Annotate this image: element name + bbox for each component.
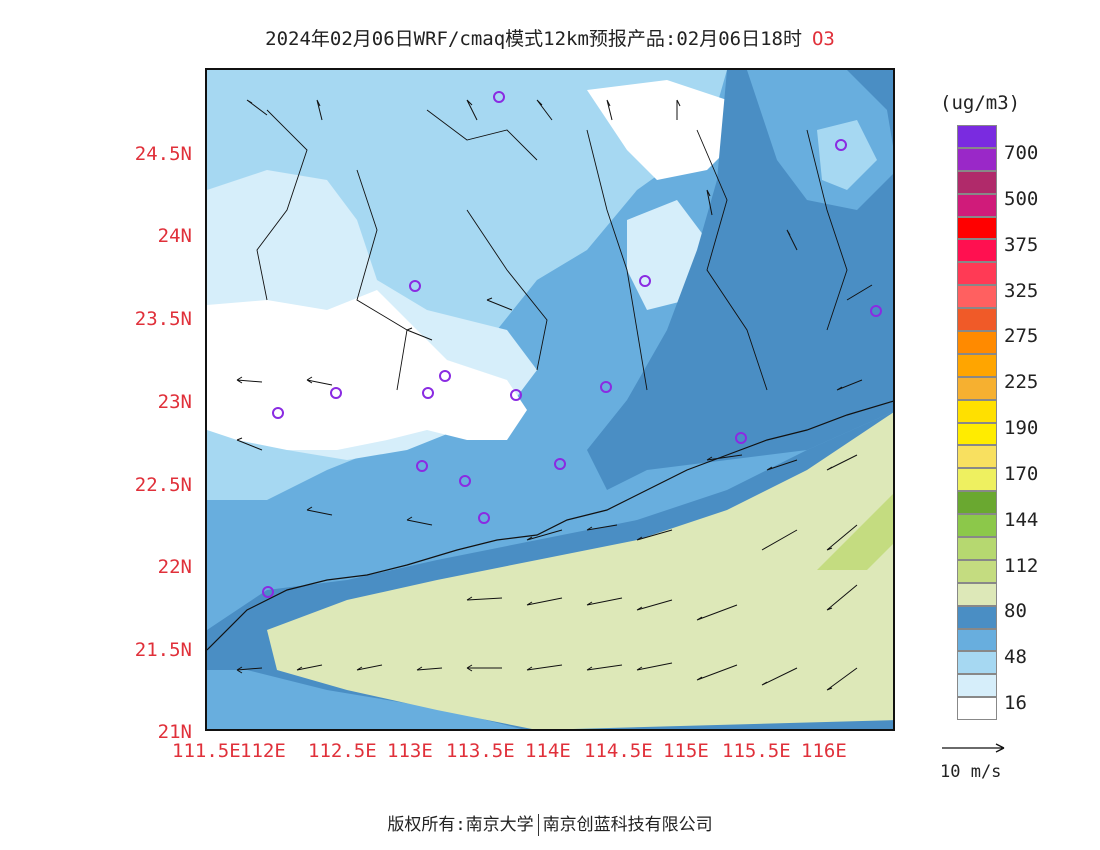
colorbar-swatch (957, 331, 997, 354)
colorbar-label: 500 (1004, 188, 1039, 210)
pollutant-label: O3 (811, 28, 835, 50)
colorbar-label: 170 (1004, 463, 1039, 485)
colorbar-swatch (957, 514, 997, 538)
colorbar-swatch (957, 559, 997, 583)
contour-white (207, 290, 527, 450)
colorbar-label: 16 (1004, 692, 1027, 714)
colorbar-swatch (957, 697, 997, 721)
contour-ocean-80 (267, 412, 893, 729)
footer-separator (537, 814, 539, 836)
y-tick-label: 24N (157, 225, 192, 247)
colorbar-swatch (957, 399, 997, 423)
colorbar-swatch (957, 353, 997, 377)
colorbar-swatch (957, 285, 997, 309)
x-tick-label: 115E (663, 740, 709, 762)
x-tick-label: 112E (240, 740, 286, 762)
x-tick-label: 116E (801, 740, 847, 762)
colorbar-swatch (957, 193, 997, 217)
x-tick-label: 114E (525, 740, 571, 762)
contour-white-north (587, 80, 747, 180)
x-tick-label: 115.5E (722, 740, 791, 762)
x-tick-label: 111.5E (172, 740, 241, 762)
colorbar-swatch (957, 422, 997, 446)
colorbar-label: 80 (1004, 600, 1027, 622)
colorbar-swatch (957, 651, 997, 675)
colorbar-swatch (957, 674, 997, 698)
colorbar-label: 190 (1004, 417, 1039, 439)
x-tick-label: 113E (387, 740, 433, 762)
colorbar-swatch (957, 216, 997, 240)
footer-left: 版权所有:南京大学 (387, 815, 534, 835)
colorbar-label: 375 (1004, 234, 1039, 256)
contour-ocean-112 (817, 494, 893, 570)
colorbar-label: 225 (1004, 371, 1039, 393)
y-tick-label: 21N (157, 721, 192, 743)
y-tick-label: 22.5N (134, 474, 192, 496)
colorbar-unit: (ug/m3) (940, 92, 1021, 114)
copyright-footer: 版权所有:南京大学 南京创蓝科技有限公司 (0, 810, 1100, 836)
wind-vectors (236, 99, 873, 691)
footer-right: 南京创蓝科技有限公司 (542, 815, 713, 835)
contour-light-ne (817, 120, 877, 190)
title-text: 2024年02月06日WRF/cmaq模式12km预报产品:02月06日18时 (265, 28, 802, 50)
vector-reference-label: 10 m/s (940, 762, 1002, 782)
y-tick-label: 23N (157, 391, 192, 413)
colorbar-swatch (957, 537, 997, 560)
station-markers (262, 91, 882, 598)
y-tick-label: 22N (157, 556, 192, 578)
x-tick-label: 113.5E (446, 740, 515, 762)
colorbar (957, 125, 997, 721)
colorbar-swatch (957, 308, 997, 332)
colorbar-swatch (957, 125, 997, 148)
colorbar-swatch (957, 605, 997, 629)
colorbar-label: 144 (1004, 509, 1039, 531)
map-panel (205, 68, 895, 731)
admin-boundaries (256, 109, 848, 391)
coastline (207, 400, 893, 651)
colorbar-swatch (957, 239, 997, 263)
colorbar-label: 48 (1004, 646, 1027, 668)
colorbar-swatch (957, 468, 997, 492)
colorbar-swatch (957, 445, 997, 469)
x-tick-label: 112.5E (308, 740, 377, 762)
colorbar-label: 325 (1004, 280, 1039, 302)
map-title: 2024年02月06日WRF/cmaq模式12km预报产品:02月06日18时 O… (0, 24, 1100, 51)
concentration-map (207, 70, 893, 729)
x-tick-label: 114.5E (584, 740, 653, 762)
y-tick-label: 24.5N (134, 143, 192, 165)
colorbar-label: 275 (1004, 325, 1039, 347)
colorbar-swatch (957, 262, 997, 286)
colorbar-swatch (957, 582, 997, 606)
colorbar-swatch (957, 628, 997, 652)
vector-reference-arrow (942, 743, 1005, 753)
colorbar-swatch (957, 376, 997, 400)
y-tick-label: 21.5N (134, 639, 192, 661)
colorbar-swatch (957, 491, 997, 515)
y-tick-label: 23.5N (134, 308, 192, 330)
colorbar-label: 112 (1004, 555, 1039, 577)
colorbar-label: 700 (1004, 142, 1039, 164)
colorbar-swatch (957, 170, 997, 194)
colorbar-swatch (957, 147, 997, 171)
